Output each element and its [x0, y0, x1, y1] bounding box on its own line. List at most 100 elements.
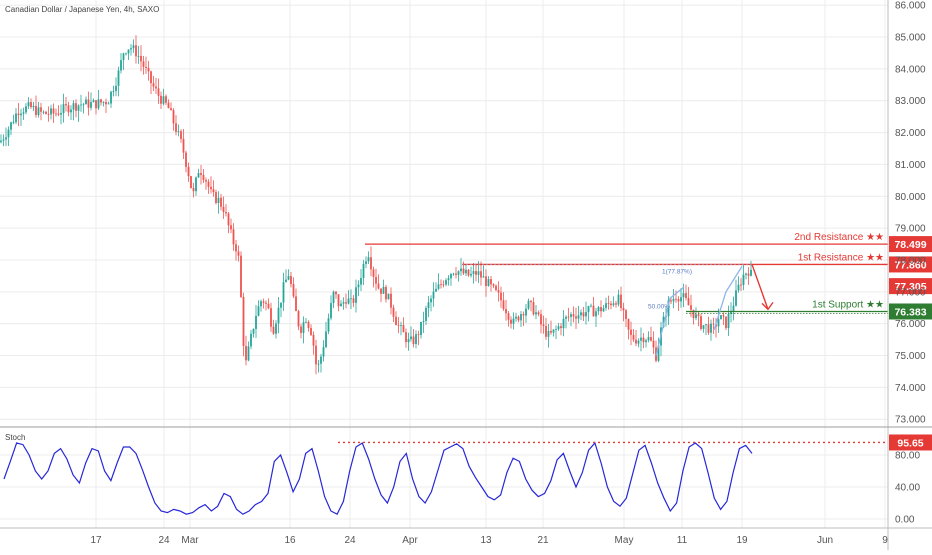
- candle-body: [345, 302, 347, 304]
- candle-body: [450, 274, 452, 279]
- time-tick-label: 21: [537, 535, 549, 546]
- candle-body: [40, 107, 42, 112]
- candle-body: [675, 298, 677, 300]
- candle-body: [207, 181, 210, 187]
- candle-body: [570, 314, 572, 317]
- candle-body: [585, 312, 587, 317]
- candle-body: [282, 282, 285, 303]
- candle-body: [305, 321, 307, 323]
- candle-body: [102, 101, 105, 103]
- candle-body: [727, 314, 730, 329]
- candle-body: [232, 229, 235, 245]
- candle-body: [140, 55, 142, 62]
- candle-body: [67, 105, 70, 113]
- candle-body: [200, 173, 202, 175]
- candle-body: [72, 103, 75, 110]
- first-resistance-tag: [889, 256, 932, 273]
- candle-body: [407, 339, 410, 343]
- candle-body: [2, 139, 5, 141]
- candle-body: [507, 313, 510, 320]
- candle-body: [37, 107, 40, 115]
- candle-body: [155, 86, 157, 89]
- candle-body: [612, 303, 615, 306]
- candle-body: [435, 288, 437, 292]
- candle-body: [547, 330, 550, 337]
- candle-body: [750, 269, 752, 276]
- candle-body: [275, 323, 277, 334]
- candle-body: [57, 113, 60, 115]
- candle-body: [680, 297, 682, 302]
- candle-body: [385, 286, 387, 300]
- candle-body: [32, 105, 35, 108]
- candle-body: [225, 212, 227, 214]
- candle-body: [527, 300, 530, 309]
- candle-body: [12, 122, 15, 124]
- candle-body: [417, 334, 420, 335]
- candle-body: [237, 251, 240, 256]
- second-resistance-label: 2nd Resistance ★★: [794, 232, 884, 243]
- chart-title: Canadian Dollar / Japanese Yen, 4h, SAXO: [5, 5, 159, 14]
- candle-body: [722, 315, 725, 317]
- candle-body: [7, 129, 10, 138]
- candle-body: [452, 273, 455, 275]
- candle-body: [582, 312, 585, 317]
- candle-body: [462, 268, 465, 274]
- candle-body: [125, 53, 127, 55]
- candle-body: [145, 66, 147, 68]
- candle-body: [390, 293, 392, 308]
- candle-body: [627, 319, 630, 330]
- candle-body: [162, 96, 165, 104]
- candle-body: [280, 302, 282, 308]
- candle-body: [92, 100, 95, 103]
- stoch-tick-label: 80.00: [895, 451, 920, 462]
- candle-body: [175, 123, 177, 132]
- time-tick-label: Jun: [817, 535, 833, 546]
- candle-body: [245, 345, 247, 361]
- candle-body: [402, 325, 405, 333]
- candle-body: [197, 173, 200, 178]
- candle-body: [167, 102, 170, 109]
- candle-body: [247, 346, 250, 361]
- forecast-arrow-line: [751, 264, 769, 310]
- candle-body: [630, 329, 632, 335]
- candle-body: [650, 337, 652, 341]
- candle-body: [0, 140, 2, 143]
- candle-body: [22, 112, 25, 114]
- candle-body: [595, 311, 597, 317]
- candle-body: [215, 192, 217, 204]
- candle-body: [160, 95, 162, 104]
- candle-body: [240, 255, 242, 297]
- candle-body: [75, 103, 77, 111]
- price-tick-label: 84.000: [895, 64, 926, 75]
- candle-body: [257, 306, 260, 316]
- candle-body: [695, 314, 697, 319]
- candle-body: [82, 104, 85, 106]
- candle-body: [35, 105, 37, 115]
- first-support-tag: [889, 303, 932, 320]
- candle-body: [340, 303, 342, 307]
- time-tick-label: 24: [344, 535, 356, 546]
- candle-body: [190, 176, 192, 188]
- candle-body: [357, 284, 360, 288]
- candle-body: [347, 298, 350, 304]
- stoch-line: [3, 441, 753, 516]
- candle-body: [100, 99, 102, 103]
- candle-body: [737, 284, 740, 291]
- candle-body: [622, 308, 625, 311]
- candle-body: [105, 101, 107, 105]
- candle-body: [460, 268, 462, 272]
- candle-body: [700, 316, 702, 329]
- candle-body: [495, 285, 497, 291]
- candle-body: [645, 340, 647, 343]
- candle-body: [610, 303, 612, 306]
- candle-body: [387, 293, 390, 300]
- candle-body: [27, 102, 30, 107]
- stoch-marker-tag: [889, 434, 932, 451]
- candle-body: [500, 292, 502, 301]
- candle-body: [565, 316, 567, 319]
- candle-body: [605, 303, 607, 309]
- candle-body: [210, 186, 212, 190]
- candle-body: [712, 323, 715, 325]
- candle-body: [365, 261, 367, 265]
